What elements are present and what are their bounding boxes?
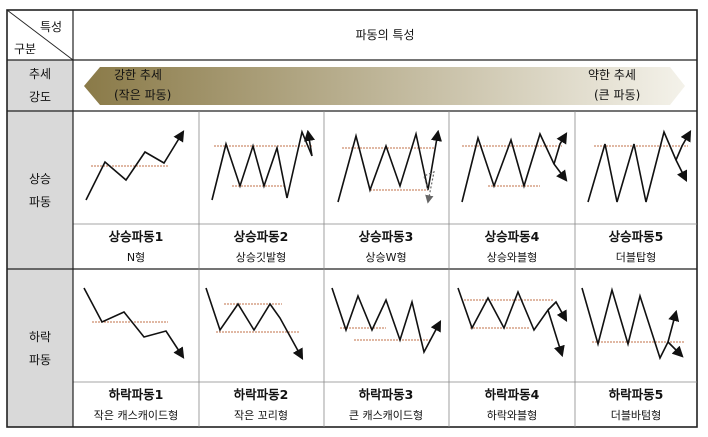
corner-label-characteristic: 특성 bbox=[40, 20, 63, 34]
trend-weak-sub: (큰 파동) bbox=[594, 88, 641, 102]
rise-wave-4-diagram bbox=[461, 131, 568, 203]
rise-wave-2-name: 상승파동2 bbox=[233, 229, 289, 244]
rise-wave-5-desc: 더블탑형 bbox=[615, 251, 657, 264]
fall-row-label-2: 파동 bbox=[28, 353, 52, 367]
rise-wave-2-desc: 상승깃발형 bbox=[235, 251, 287, 264]
rise-row-label-2: 파동 bbox=[28, 195, 52, 209]
table-border bbox=[6, 9, 698, 428]
fall-wave-2-name: 하락파동2 bbox=[233, 387, 289, 402]
trend-strong-label: 강한 추세 bbox=[114, 68, 162, 82]
fall-wave-4-name: 하락파동4 bbox=[484, 387, 540, 402]
fall-wave-2-desc: 작은 꼬리형 bbox=[233, 409, 289, 422]
rise-wave-3-desc: 상승W형 bbox=[365, 251, 407, 264]
fall-wave-5-desc: 더블바텀형 bbox=[610, 409, 662, 422]
rise-wave-1-name: 상승파동1 bbox=[108, 229, 164, 244]
rise-wave-3-diagram bbox=[337, 129, 442, 204]
fall-wave-4-diagram bbox=[457, 287, 568, 358]
trend-label-cell bbox=[7, 60, 73, 111]
rise-label-cell bbox=[7, 111, 73, 269]
fall-wave-5-diagram bbox=[581, 287, 684, 361]
fall-wave-1-diagram bbox=[83, 287, 185, 359]
rise-wave-1-diagram bbox=[85, 130, 185, 201]
trend-row-label-2: 강도 bbox=[28, 90, 52, 104]
trend-row-label-1: 추세 bbox=[28, 67, 52, 81]
rise-wave-4-desc: 상승와블형 bbox=[486, 251, 538, 264]
table-title: 파동의 특성 bbox=[355, 28, 415, 42]
corner-label-category: 구분 bbox=[14, 42, 37, 56]
fall-wave-5-name: 하락파동5 bbox=[608, 387, 664, 402]
fall-wave-3-desc: 큰 캐스캐이드형 bbox=[348, 409, 424, 422]
fall-label-cell bbox=[7, 269, 73, 427]
trend-strength-arrow bbox=[84, 67, 685, 105]
fall-row-label-1: 하락 bbox=[28, 330, 52, 344]
corner-diagonal bbox=[6, 9, 74, 61]
fall-wave-2-diagram bbox=[205, 287, 304, 360]
rise-wave-5-name: 상승파동5 bbox=[608, 229, 664, 244]
rise-wave-4-name: 상승파동4 bbox=[484, 229, 540, 244]
fall-wave-1-name: 하락파동1 bbox=[108, 387, 164, 402]
fall-wave-3-diagram bbox=[331, 287, 442, 355]
trend-weak-label: 약한 추세 bbox=[588, 68, 636, 82]
rise-wave-2-diagram bbox=[211, 129, 315, 201]
fall-wave-4-desc: 하락와블형 bbox=[486, 409, 538, 422]
rise-wave-5-diagram bbox=[587, 129, 692, 203]
trend-strong-sub: (작은 파동) bbox=[114, 88, 172, 102]
rise-wave-1-desc: N형 bbox=[126, 251, 146, 264]
rise-wave-3-name: 상승파동3 bbox=[358, 229, 414, 244]
fall-wave-3-name: 하락파동3 bbox=[358, 387, 414, 402]
fall-wave-1-desc: 작은 캐스캐이드형 bbox=[93, 409, 179, 422]
rise-row-label-1: 상승 bbox=[28, 172, 52, 186]
